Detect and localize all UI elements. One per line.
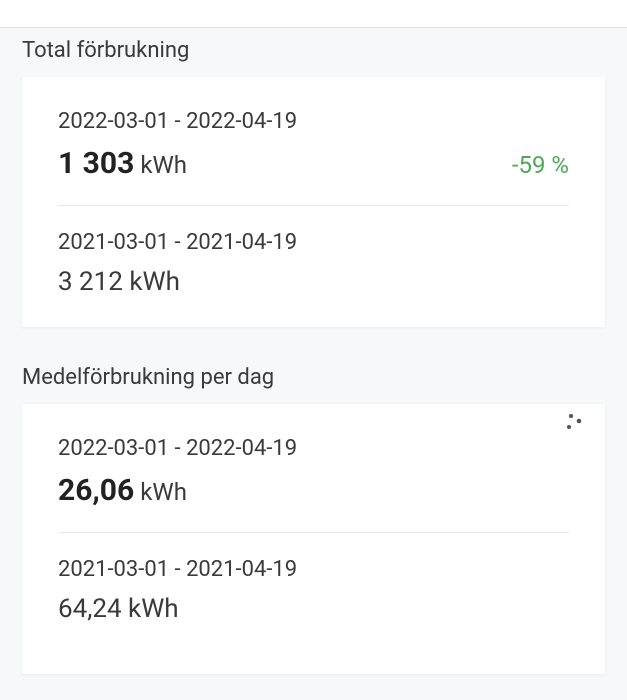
- value-main-previous-avg: 64,24 kWh: [58, 594, 179, 624]
- date-range-previous: 2021-03-01 - 2021-04-19: [58, 230, 569, 255]
- period-current-avg: 2022-03-01 - 2022-04-19 26,06 kWh: [58, 436, 569, 508]
- value-number-previous-avg: 64,24 kWh: [58, 594, 179, 624]
- value-unit: kWh: [140, 151, 187, 179]
- value-unit-avg: kWh: [140, 478, 187, 506]
- date-range-previous-avg: 2021-03-01 - 2021-04-19: [58, 557, 569, 582]
- value-row-current: 1 303 kWh -59 %: [58, 146, 569, 181]
- section-title-average: Medelförbrukning per dag: [0, 355, 627, 404]
- loading-icon: [561, 410, 585, 434]
- value-row-previous-avg: 64,24 kWh: [58, 594, 569, 624]
- percent-change: -59 %: [512, 151, 569, 179]
- section-title-total: Total förbrukning: [0, 28, 627, 77]
- period-current: 2022-03-01 - 2022-04-19 1 303 kWh -59 %: [58, 109, 569, 181]
- value-row-current-avg: 26,06 kWh: [58, 473, 569, 508]
- top-bar: [0, 0, 627, 28]
- value-main-previous: 3 212 kWh: [58, 267, 180, 297]
- content-area: Total förbrukning 2022-03-01 - 2022-04-1…: [0, 28, 627, 674]
- value-row-previous: 3 212 kWh: [58, 267, 569, 297]
- value-main-current-avg: 26,06 kWh: [58, 473, 187, 508]
- period-previous: 2021-03-01 - 2021-04-19 3 212 kWh: [58, 230, 569, 297]
- card-average-consumption: 2022-03-01 - 2022-04-19 26,06 kWh 2021-0…: [22, 404, 605, 674]
- divider: [58, 205, 569, 206]
- date-range-current-avg: 2022-03-01 - 2022-04-19: [58, 436, 569, 461]
- value-number-previous: 3 212 kWh: [58, 267, 180, 297]
- card-total-consumption: 2022-03-01 - 2022-04-19 1 303 kWh -59 % …: [22, 77, 605, 327]
- value-number: 1 303: [58, 146, 134, 181]
- divider-avg: [58, 532, 569, 533]
- date-range-current: 2022-03-01 - 2022-04-19: [58, 109, 569, 134]
- value-number-avg: 26,06: [58, 473, 134, 508]
- value-main-current: 1 303 kWh: [58, 146, 187, 181]
- period-previous-avg: 2021-03-01 - 2021-04-19 64,24 kWh: [58, 557, 569, 624]
